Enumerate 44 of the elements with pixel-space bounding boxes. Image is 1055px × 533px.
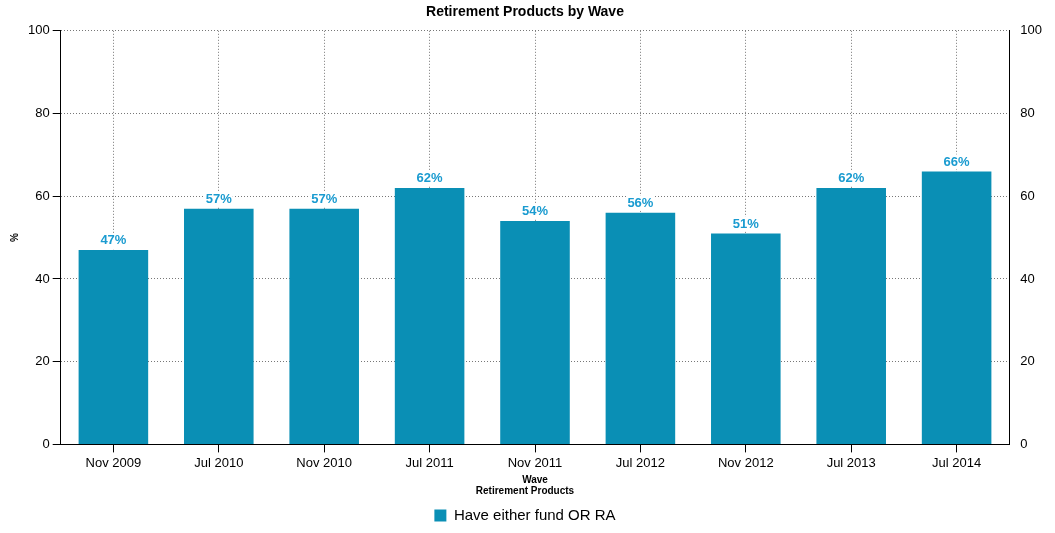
y2-tick-label: 40	[1020, 270, 1035, 286]
x-tick-label: Jul 2014	[932, 454, 982, 470]
data-label: 57%	[311, 190, 338, 206]
legend-label: Have either fund OR RA	[453, 505, 616, 523]
bar	[921, 171, 992, 444]
y2-tick-label: 20	[1020, 353, 1035, 369]
data-label: 57%	[205, 190, 233, 206]
x-tick-label: Jul 2011	[405, 454, 454, 470]
y-axis-title: %	[8, 233, 20, 243]
legend-title: Retirement Products	[475, 484, 575, 496]
bar	[605, 212, 676, 444]
bar	[184, 208, 254, 444]
x-tick-label: Jul 2012	[615, 454, 665, 470]
bar	[500, 221, 570, 444]
bar	[394, 187, 465, 444]
y-tick-label: 20	[35, 353, 50, 369]
x-tick-label: Jul 2010	[194, 454, 244, 470]
y-tick-label: 0	[42, 435, 50, 451]
y2-tick-label: 100	[1020, 22, 1043, 38]
data-label: 54%	[521, 203, 549, 219]
data-label: 51%	[732, 215, 760, 231]
x-axis-title: Wave	[522, 473, 549, 485]
y-tick-label: 100	[27, 22, 50, 38]
y-tick-label: 40	[35, 270, 50, 286]
data-label: 62%	[838, 170, 865, 186]
x-tick-label: Jul 2013	[826, 454, 876, 470]
y-tick-label: 80	[35, 105, 50, 121]
data-label: 56%	[627, 194, 654, 210]
y-tick-label: 60	[35, 187, 50, 203]
data-label: 47%	[100, 232, 127, 248]
data-label: 62%	[416, 170, 444, 186]
bar	[711, 233, 781, 444]
y2-tick-label: 60	[1020, 187, 1035, 203]
x-tick-label: Nov 2012	[717, 454, 774, 470]
bar	[816, 187, 886, 444]
x-tick-label: Nov 2011	[507, 454, 563, 470]
x-tick-label: Nov 2010	[296, 454, 353, 470]
x-tick-label: Nov 2009	[85, 454, 142, 470]
bar	[289, 208, 359, 444]
bar	[78, 250, 149, 444]
y2-tick-label: 0	[1020, 435, 1028, 451]
data-label: 66%	[943, 153, 971, 169]
chart-title: Retirement Products by Wave	[426, 3, 625, 20]
y2-tick-label: 80	[1020, 105, 1035, 121]
